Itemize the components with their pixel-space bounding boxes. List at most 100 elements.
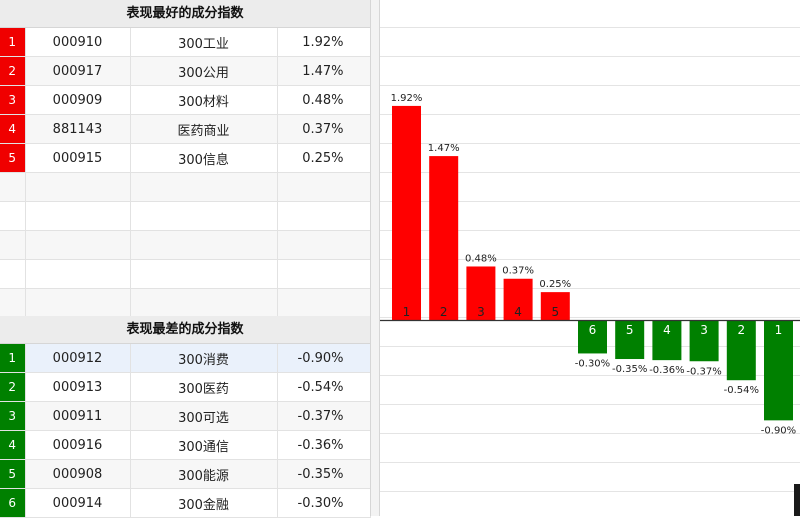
pct-cell — [277, 172, 371, 202]
name-cell: 300医药 — [130, 372, 278, 402]
rank-cell: 5 — [0, 459, 26, 489]
bar-data-label: -0.36% — [649, 365, 684, 376]
name-cell: 300消费 — [130, 344, 278, 373]
pct-cell: -0.54% — [277, 372, 371, 402]
code-cell — [25, 259, 131, 289]
bar — [540, 292, 570, 320]
pct-cell: 1.47% — [277, 56, 371, 86]
code-cell: 000914 — [25, 488, 131, 518]
table-row[interactable]: 1 000912 300消费 -0.90% — [0, 344, 371, 373]
code-cell — [25, 230, 131, 260]
rank-cell: 2 — [0, 56, 26, 86]
code-cell — [25, 288, 131, 318]
name-cell: 300工业 — [130, 28, 278, 57]
bar-category-label: 3 — [700, 323, 708, 337]
code-cell: 000912 — [25, 344, 131, 373]
name-cell: 300通信 — [130, 430, 278, 460]
bar-data-label: 0.37% — [502, 266, 534, 277]
bar — [689, 320, 719, 362]
bar-category-label: 3 — [477, 305, 485, 319]
bar-data-label: 1.47% — [428, 143, 460, 154]
table-row[interactable] — [0, 172, 371, 202]
code-cell: 881143 — [25, 114, 131, 144]
name-cell: 300材料 — [130, 85, 278, 115]
bar-category-label: 2 — [737, 323, 745, 337]
bar-category-label: 1 — [775, 323, 783, 337]
bar-category-label: 4 — [663, 323, 671, 337]
code-cell: 000911 — [25, 401, 131, 431]
table-row[interactable] — [0, 259, 371, 289]
code-cell: 000910 — [25, 28, 131, 57]
bar — [466, 266, 496, 320]
bar-data-label: 0.48% — [465, 253, 497, 264]
bar-category-label: 2 — [440, 305, 448, 319]
bar-data-label: 0.25% — [539, 279, 571, 290]
rank-cell: 6 — [0, 488, 26, 518]
bar-category-label: 6 — [589, 323, 597, 337]
bar — [726, 320, 756, 381]
name-cell: 300信息 — [130, 143, 278, 173]
rank-cell — [0, 288, 26, 318]
code-cell — [25, 172, 131, 202]
pct-cell: -0.36% — [277, 430, 371, 460]
rank-cell: 4 — [0, 114, 26, 144]
table-row[interactable]: 6 000914 300金融 -0.30% — [0, 488, 371, 518]
bar-category-label: 4 — [514, 305, 522, 319]
name-cell — [130, 201, 278, 231]
pct-cell — [277, 259, 371, 289]
pct-cell — [277, 288, 371, 318]
bar-data-label: 1.92% — [391, 93, 423, 104]
rank-cell: 5 — [0, 143, 26, 173]
worst-panel-title: 表现最差的成分指数 — [0, 316, 370, 344]
name-cell: 300金融 — [130, 488, 278, 518]
code-cell: 000909 — [25, 85, 131, 115]
pct-cell: 0.37% — [277, 114, 371, 144]
table-row[interactable]: 5 000915 300信息 0.25% — [0, 143, 371, 173]
bar — [429, 156, 459, 320]
name-cell: 300能源 — [130, 459, 278, 489]
pct-cell — [277, 201, 371, 231]
table-row[interactable] — [0, 288, 371, 318]
pct-cell: -0.90% — [277, 344, 371, 373]
code-cell: 000917 — [25, 56, 131, 86]
table-row[interactable]: 2 000913 300医药 -0.54% — [0, 372, 371, 402]
best-panel: 表现最好的成分指数 1 000910 300工业 1.92% 2 000917 300公用 1… — [0, 0, 371, 318]
table-row[interactable]: 2 000917 300公用 1.47% — [0, 56, 371, 86]
table-row[interactable]: 4 881143 医药商业 0.37% — [0, 114, 371, 144]
bar-data-label: -0.90% — [761, 425, 796, 436]
table-row[interactable] — [0, 230, 371, 260]
bar-data-label: -0.54% — [724, 385, 759, 396]
bar — [503, 278, 533, 320]
rank-cell — [0, 201, 26, 231]
table-row[interactable]: 3 000909 300材料 0.48% — [0, 85, 371, 115]
bar-data-label: -0.30% — [575, 358, 610, 369]
bar — [652, 320, 682, 361]
panel-splitter[interactable] — [370, 0, 380, 516]
table-row[interactable]: 1 000910 300工业 1.92% — [0, 28, 371, 57]
pct-cell: 0.25% — [277, 143, 371, 173]
rank-cell: 3 — [0, 401, 26, 431]
worst-table: 1 000912 300消费 -0.90% 2 000913 300医药 -0.54% 3 000… — [0, 344, 371, 518]
bar-category-label: 1 — [403, 305, 411, 319]
bar — [578, 320, 607, 354]
rank-cell: 3 — [0, 85, 26, 115]
table-row[interactable]: 5 000908 300能源 -0.35% — [0, 459, 371, 489]
table-row[interactable] — [0, 201, 371, 231]
bar — [615, 320, 645, 360]
rank-cell — [0, 230, 26, 260]
bar — [392, 105, 421, 320]
table-row[interactable]: 4 000916 300通信 -0.36% — [0, 430, 371, 460]
table-row[interactable]: 3 000911 300可选 -0.37% — [0, 401, 371, 431]
code-cell: 000913 — [25, 372, 131, 402]
name-cell — [130, 288, 278, 318]
bar-chart: 1 1.92% 2 1.47% 3 0.48% 4 0.37% 5 0.25% 6 -0.30% 5 -0… — [380, 27, 800, 492]
bar-data-label: -0.35% — [612, 364, 647, 375]
name-cell — [130, 259, 278, 289]
rank-cell: 1 — [0, 344, 26, 373]
rank-cell — [0, 259, 26, 289]
best-table: 1 000910 300工业 1.92% 2 000917 300公用 1.47% 3 00090… — [0, 28, 371, 318]
name-cell — [130, 230, 278, 260]
name-cell — [130, 172, 278, 202]
bar-category-label: 5 — [626, 323, 634, 337]
bar-category-label: 5 — [551, 305, 559, 319]
